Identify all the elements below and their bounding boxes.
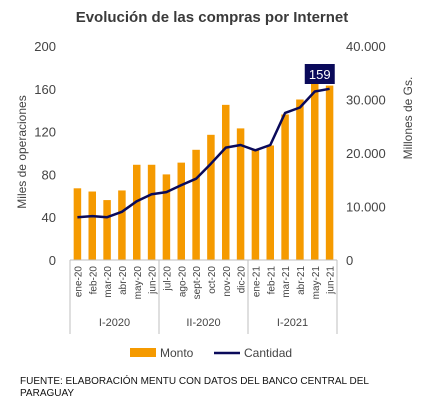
- bar-monto: [147, 164, 156, 260]
- x-tick-label: abr-20: [118, 266, 129, 295]
- x-tick-label: ene-20: [73, 266, 84, 298]
- y-left-tick-label: 80: [42, 167, 56, 182]
- bar-monto: [162, 174, 171, 260]
- bar-monto: [325, 85, 334, 260]
- y-right-tick-label: 20.000: [346, 146, 386, 161]
- legend-label-monto: Monto: [160, 346, 194, 360]
- bar-monto: [133, 164, 141, 260]
- x-tick-label: ago-20: [177, 266, 188, 298]
- x-tick-label: oct-20: [207, 266, 218, 294]
- y-left-axis-title: Miles de operaciones: [15, 95, 29, 208]
- annotation-label: 159: [309, 67, 331, 82]
- x-tick-label: mar-21: [281, 266, 292, 298]
- bar-monto: [311, 80, 319, 261]
- x-group-label: II-2020: [186, 317, 220, 329]
- bar-monto: [207, 134, 215, 260]
- x-tick-label: nov-20: [222, 266, 233, 297]
- bar-monto: [177, 162, 185, 260]
- x-tick-label: jul-20: [162, 266, 173, 292]
- y-right-tick-label: 0: [346, 253, 353, 268]
- bar-monto: [266, 145, 274, 260]
- y-left-tick-label: 120: [34, 125, 56, 140]
- chart-title: Evolución de las compras por Internet: [75, 9, 349, 26]
- bar-monto: [236, 128, 245, 260]
- bar-monto: [296, 99, 304, 260]
- x-tick-label: abr-21: [296, 266, 307, 295]
- line-cantidad: [77, 87, 330, 219]
- x-tick-label: ene-21: [251, 266, 262, 298]
- legend-label-cantidad: Cantidad: [244, 346, 292, 360]
- x-tick-label: feb-21: [266, 266, 277, 295]
- x-tick-label: feb-20: [88, 266, 99, 295]
- y-left-tick-label: 40: [42, 210, 56, 225]
- source-note: FUENTE: ELABORACIÓN MENTU CON DATOS DEL …: [20, 376, 369, 399]
- x-tick-label: dic-20: [237, 266, 248, 294]
- y-left-tick-label: 0: [49, 253, 56, 268]
- y-left-tick-label: 200: [34, 39, 56, 54]
- x-tick-label: jun-21: [326, 266, 337, 295]
- y-right-tick-label: 30.000: [346, 93, 386, 108]
- annotation-box: [304, 64, 335, 84]
- y-right-tick-label: 40.000: [346, 39, 386, 54]
- bar-monto: [103, 200, 111, 260]
- x-tick-label: jun-20: [148, 266, 159, 295]
- x-tick-label: mar-20: [103, 266, 114, 298]
- bar-monto: [281, 114, 289, 260]
- bar-monto: [73, 188, 82, 260]
- x-group-label: I-2021: [277, 317, 308, 329]
- x-tick-label: may-21: [311, 266, 322, 300]
- x-tick-label: may-20: [133, 266, 144, 300]
- bar-monto: [222, 104, 230, 260]
- bar-monto: [118, 190, 126, 260]
- bar-monto: [192, 149, 200, 260]
- bar-monto: [251, 149, 260, 260]
- y-right-axis-title: Millones de Gs.: [401, 77, 415, 160]
- y-left-tick-label: 160: [34, 82, 56, 97]
- legend-swatch-monto: [130, 348, 156, 357]
- x-group-label: I-2020: [99, 317, 130, 329]
- bar-monto: [88, 191, 96, 260]
- y-right-tick-label: 10.000: [346, 200, 386, 215]
- x-tick-label: sept-20: [192, 266, 203, 300]
